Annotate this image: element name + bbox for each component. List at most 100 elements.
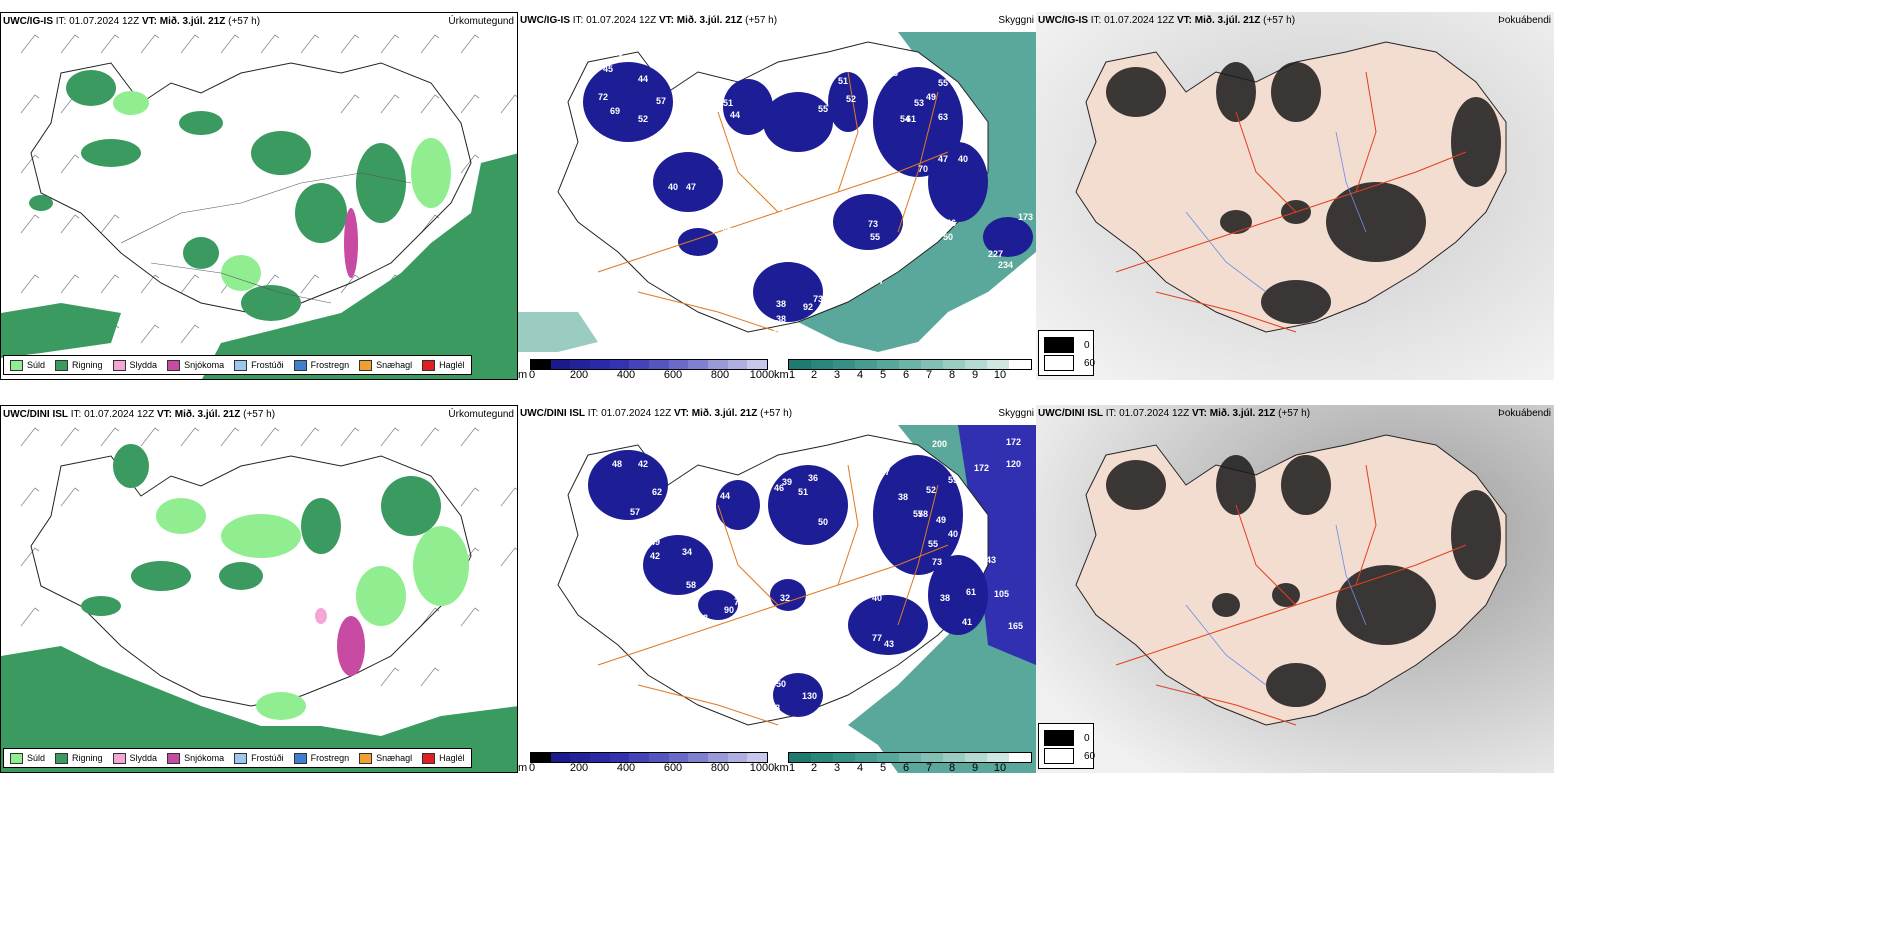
iceland-land-fill bbox=[1075, 41, 1507, 333]
rivers bbox=[1185, 524, 1367, 686]
cloud-base-bottom-label: 52 bbox=[926, 485, 936, 495]
tick-400: 400 bbox=[616, 762, 636, 773]
cloud-base-top-label: 57 bbox=[656, 96, 666, 106]
panel-title: Skyggni bbox=[998, 408, 1034, 419]
precip-type-panel-top: UWC/IG-IS IT: 01.07.2024 12Z VT: Mið. 3.… bbox=[0, 12, 518, 380]
tick-200: 200 bbox=[569, 369, 589, 380]
cloud-base-bottom-label: 58 bbox=[636, 435, 646, 445]
cloud-base-bottom-label: 49 bbox=[650, 537, 660, 547]
cloud-base-top-label: 43 bbox=[776, 84, 786, 94]
cloud-base-bottom-label: 35 bbox=[752, 691, 762, 701]
cloud-base-top-label: 40 bbox=[958, 154, 968, 164]
tick-600: 600 bbox=[663, 369, 683, 380]
cloud-base-top-label: 63 bbox=[938, 112, 948, 122]
legend-item-sleet: Slydda bbox=[112, 752, 157, 764]
fog-dark-areas bbox=[1106, 62, 1501, 324]
cloud-base-bottom-label: 50 bbox=[776, 679, 786, 689]
cloud-base-top-label: 35 bbox=[772, 326, 782, 336]
panel-title: Þokuábendi bbox=[1498, 15, 1551, 26]
cloud-base-top-label: 79 bbox=[780, 208, 790, 218]
legend-item-rain: Rigning bbox=[55, 752, 103, 764]
legend-item-freezing-rain: Frostregn bbox=[293, 359, 349, 371]
legend-item-snow: Snjókoma bbox=[167, 359, 224, 371]
visibility-colorbar: km 1 2 3 4 5 6 7 8 9 10 bbox=[774, 357, 1036, 380]
cloud-base-bottom-label: 38 bbox=[898, 492, 908, 502]
cloud-base-bottom-label: 73 bbox=[734, 597, 744, 607]
panel-title: Úrkomutegund bbox=[448, 16, 514, 27]
cloud-base-bottom-label: 55 bbox=[928, 539, 938, 549]
tick-4: 4 bbox=[856, 762, 864, 773]
rivers bbox=[1185, 131, 1367, 293]
cloud-base-top-label: 47 bbox=[578, 206, 588, 216]
cloud-base-bottom-label: 41 bbox=[962, 617, 972, 627]
cloud-base-top-label: 44 bbox=[730, 110, 740, 120]
cloud-base-top-label: 51 bbox=[838, 76, 848, 86]
cloud-base-top-label: 227 bbox=[988, 249, 1003, 259]
legend-item-drizzle: Súld bbox=[10, 752, 45, 764]
cloud-base-bottom-label: 42 bbox=[650, 551, 660, 561]
cloud-base-bottom-label: 42 bbox=[638, 459, 648, 469]
cloud-base-bottom-label: 43 bbox=[986, 555, 996, 565]
panel-header: UWC/DINI ISL IT: 01.07.2024 12Z VT: Mið.… bbox=[1038, 408, 1311, 419]
cloud-base-bottom-label: 172 bbox=[1006, 437, 1021, 447]
tick-5: 5 bbox=[879, 369, 887, 380]
panel-title: Þokuábendi bbox=[1498, 408, 1551, 419]
tick-8: 8 bbox=[948, 369, 956, 380]
legend-item-freezing-drizzle: Frostúði bbox=[234, 359, 284, 371]
cloud-base-bottom-label: 40 bbox=[872, 593, 882, 603]
cloud-base-top-label: 53 bbox=[718, 162, 728, 172]
cloud-base-bottom-label: 61 bbox=[966, 587, 976, 597]
cloud-base-top-label: 38 bbox=[776, 314, 786, 324]
cloud-base-unit: m bbox=[518, 369, 528, 380]
cloud-base-top-label: 69 bbox=[610, 106, 620, 116]
legend-item-hail: Haglél bbox=[422, 359, 465, 371]
cloud-base-bottom-label: 59 bbox=[948, 475, 958, 485]
cloud-base-bottom-label: 48 bbox=[612, 459, 622, 469]
legend-item-drizzle: Súld bbox=[10, 359, 45, 371]
legend-item-snow-pellets: Snæhagl bbox=[359, 359, 412, 371]
cloud-base-top-label: 69 bbox=[613, 48, 623, 58]
tick-10: 10 bbox=[993, 762, 1007, 773]
fog-legend-light: 60 bbox=[1044, 748, 1095, 764]
tick-9: 9 bbox=[971, 762, 979, 773]
cloud-base-bottom-label: 47 bbox=[880, 467, 890, 477]
cloud-base-strip bbox=[530, 752, 768, 763]
cloud-base-bottom-label: 46 bbox=[840, 603, 850, 613]
legend-item-snow: Snjókoma bbox=[167, 752, 224, 764]
cloud-base-top-label: 51 bbox=[723, 98, 733, 108]
cloud-base-areas bbox=[588, 450, 988, 717]
cloud-base-bottom-label: 57 bbox=[630, 507, 640, 517]
tick-4: 4 bbox=[856, 369, 864, 380]
cloud-base-bottom-label: 44 bbox=[876, 659, 886, 669]
cloud-base-top-label: 52 bbox=[846, 94, 856, 104]
cloud-base-top-label: 47 bbox=[686, 182, 696, 192]
cloud-base-bottom-label: 200 bbox=[932, 439, 947, 449]
fog-legend-dark: 0 bbox=[1044, 337, 1090, 353]
visibility-unit: km bbox=[774, 369, 789, 380]
tick-7: 7 bbox=[925, 369, 933, 380]
tick-5: 5 bbox=[879, 762, 887, 773]
cloud-base-top-label: 54 bbox=[900, 114, 910, 124]
tick-0: 0 bbox=[528, 369, 536, 380]
fog-legend: 0 60 bbox=[1038, 330, 1095, 376]
cloud-base-top-label: 72 bbox=[598, 92, 608, 102]
cloud-base-bottom-label: 50 bbox=[818, 517, 828, 527]
cloud-base-bottom-label: 46 bbox=[774, 483, 784, 493]
tick-2: 2 bbox=[810, 762, 818, 773]
cloud-base-bottom-label: 32 bbox=[780, 593, 790, 603]
cloud-map-bottom bbox=[557, 425, 1036, 773]
fog-legend-light: 60 bbox=[1044, 355, 1095, 371]
cloud-base-top-label: 37 bbox=[648, 144, 658, 154]
tick-3: 3 bbox=[833, 762, 841, 773]
cloud-base-top-label: 55 bbox=[818, 104, 828, 114]
cloud-base-top-label: 5 bbox=[863, 174, 868, 184]
cloud-base-bottom-label: 58 bbox=[918, 509, 928, 519]
cloud-base-bottom-label: 77 bbox=[872, 633, 882, 643]
cloud-base-bottom-label: 34 bbox=[682, 547, 692, 557]
tick-1: 1 bbox=[788, 762, 796, 773]
cloud-base-bottom-label: 51 bbox=[798, 487, 808, 497]
cloud-base-bottom-label: 33 bbox=[698, 613, 708, 623]
fog-panel-top: UWC/IG-IS IT: 01.07.2024 12Z VT: Mið. 3.… bbox=[1036, 12, 1554, 380]
road-network bbox=[1115, 71, 1467, 333]
